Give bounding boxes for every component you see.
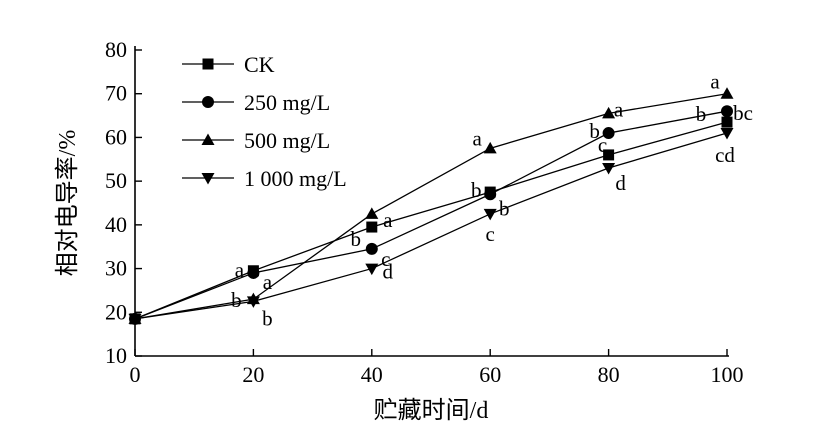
significance-label: c <box>598 133 607 157</box>
significance-label: c <box>381 247 390 271</box>
data-point <box>602 127 615 140</box>
data-point <box>247 266 260 279</box>
significance-label: cd <box>715 143 735 167</box>
x-axis-title: 贮藏时间/d <box>374 397 489 424</box>
x-tick-label: 60 <box>479 362 501 387</box>
series-line-0 <box>134 121 728 320</box>
x-tick-label: 0 <box>130 362 141 387</box>
data-point <box>365 242 378 255</box>
data-point <box>602 163 616 175</box>
data-point <box>483 208 497 221</box>
significance-label: c <box>486 222 495 246</box>
legend-marker <box>201 173 215 185</box>
y-tick-label: 50 <box>105 168 127 193</box>
x-tick-label: 100 <box>711 362 744 387</box>
significance-label: a <box>473 126 483 150</box>
series-line-3 <box>134 132 728 320</box>
data-point <box>483 141 497 154</box>
data-point <box>603 149 615 161</box>
legend-label: CK <box>244 52 275 77</box>
significance-label: b <box>471 178 482 202</box>
data-point <box>365 207 379 219</box>
legend-marker <box>202 58 214 70</box>
legend-marker <box>202 96 214 108</box>
data-point <box>720 128 734 140</box>
legend-label: 1 000 mg/L <box>244 166 347 191</box>
x-tick-label: 20 <box>242 362 264 387</box>
data-point <box>128 313 142 326</box>
significance-label: a <box>614 97 624 121</box>
legend-marker <box>201 133 215 145</box>
y-tick-label: 20 <box>105 299 127 324</box>
legend-label: 250 mg/L <box>244 90 330 115</box>
x-tick-label: 80 <box>598 362 620 387</box>
significance-label: a <box>383 208 393 232</box>
significance-label: a <box>263 270 273 294</box>
data-point <box>484 188 497 201</box>
legend-label: 500 mg/L <box>244 128 330 153</box>
data-point <box>602 106 616 119</box>
data-point <box>365 263 379 276</box>
data-point <box>721 105 733 118</box>
significance-label: b <box>351 227 362 251</box>
significance-label: b <box>589 119 600 143</box>
y-tick-label: 80 <box>105 37 127 62</box>
y-tick-label: 70 <box>105 81 127 106</box>
x-tick-label: 40 <box>361 362 383 387</box>
y-tick-label: 40 <box>105 212 127 237</box>
y-tick-label: 60 <box>105 124 127 149</box>
significance-label: d <box>615 171 626 195</box>
data-point <box>720 87 734 99</box>
y-tick-label: 30 <box>105 256 127 281</box>
data-point <box>366 221 378 233</box>
significance-label: b <box>499 196 510 220</box>
y-tick-label: 10 <box>105 343 127 368</box>
significance-label: b <box>231 288 242 312</box>
series-line-1 <box>134 110 728 320</box>
significance-label: a <box>235 258 245 282</box>
significance-label: d <box>383 260 394 284</box>
significance-label: b <box>262 306 273 330</box>
series-line-2 <box>134 93 728 320</box>
significance-label: b <box>696 102 707 126</box>
significance-label: a <box>710 70 720 94</box>
significance-label: bc <box>733 101 753 125</box>
data-point <box>246 296 260 308</box>
data-point <box>721 116 733 128</box>
y-axis-title: 相对电导率/% <box>54 130 81 277</box>
